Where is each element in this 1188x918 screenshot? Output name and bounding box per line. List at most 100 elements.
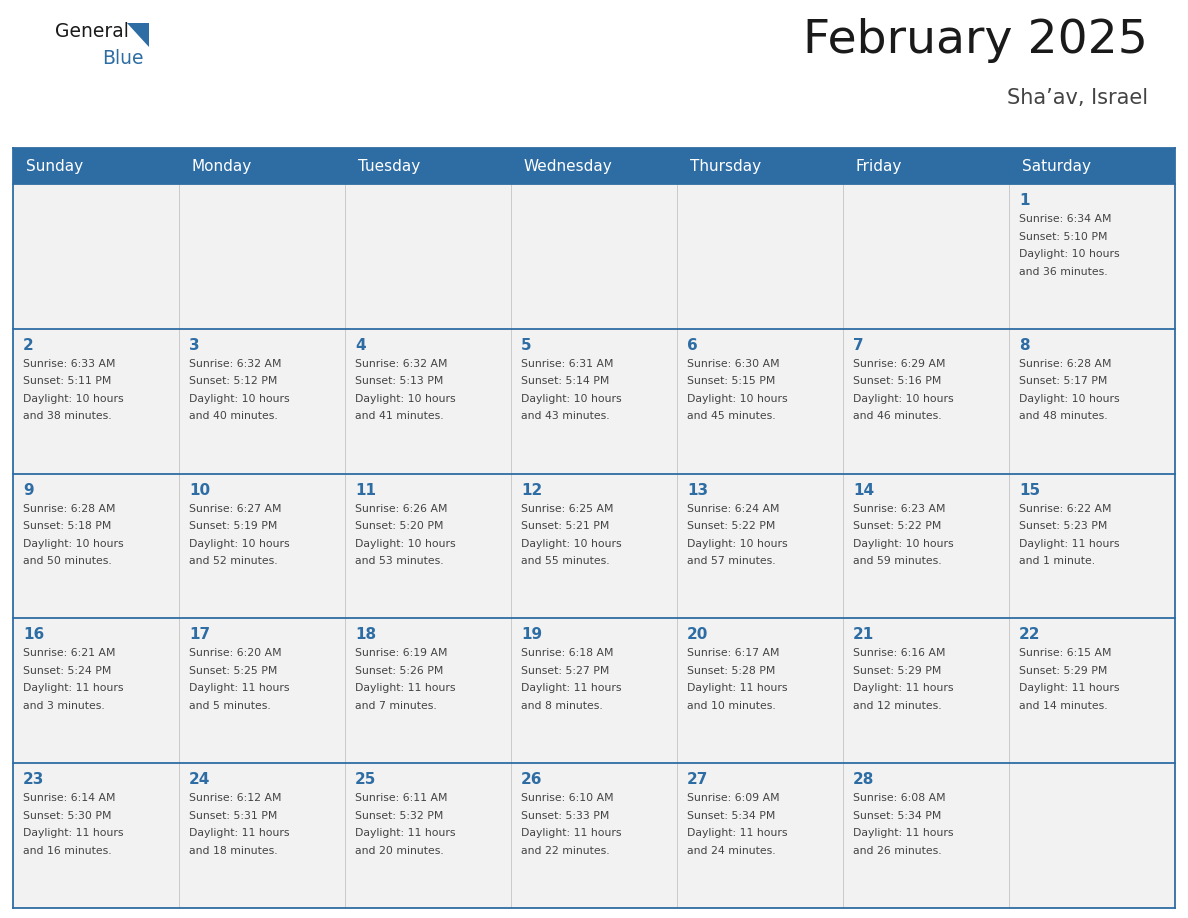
Text: and 10 minutes.: and 10 minutes. — [687, 701, 776, 711]
Text: and 52 minutes.: and 52 minutes. — [189, 556, 278, 566]
Text: and 57 minutes.: and 57 minutes. — [687, 556, 776, 566]
Text: 4: 4 — [355, 338, 366, 353]
Text: and 24 minutes.: and 24 minutes. — [687, 845, 776, 856]
Text: 14: 14 — [853, 483, 874, 498]
Text: Sunrise: 6:12 AM: Sunrise: 6:12 AM — [189, 793, 282, 803]
Text: 1: 1 — [1019, 193, 1030, 208]
Text: and 1 minute.: and 1 minute. — [1019, 556, 1095, 566]
Text: 6: 6 — [687, 338, 697, 353]
Bar — [13, 184, 1175, 329]
Text: and 40 minutes.: and 40 minutes. — [189, 411, 278, 421]
Text: 18: 18 — [355, 627, 377, 643]
Text: Sunrise: 6:18 AM: Sunrise: 6:18 AM — [522, 648, 613, 658]
Text: Sha’av, Israel: Sha’av, Israel — [1007, 88, 1148, 108]
Text: Sunrise: 6:15 AM: Sunrise: 6:15 AM — [1019, 648, 1112, 658]
Text: Sunset: 5:30 PM: Sunset: 5:30 PM — [23, 811, 112, 821]
Text: Sunrise: 6:16 AM: Sunrise: 6:16 AM — [853, 648, 946, 658]
Text: 22: 22 — [1019, 627, 1041, 643]
Text: and 3 minutes.: and 3 minutes. — [23, 701, 105, 711]
Text: Sunrise: 6:29 AM: Sunrise: 6:29 AM — [853, 359, 946, 369]
Text: Thursday: Thursday — [690, 159, 762, 174]
Text: Daylight: 10 hours: Daylight: 10 hours — [853, 394, 954, 404]
Text: Sunrise: 6:32 AM: Sunrise: 6:32 AM — [189, 359, 282, 369]
Text: 9: 9 — [23, 483, 33, 498]
Text: Sunrise: 6:14 AM: Sunrise: 6:14 AM — [23, 793, 115, 803]
Text: Sunset: 5:14 PM: Sunset: 5:14 PM — [522, 376, 609, 386]
Text: Daylight: 11 hours: Daylight: 11 hours — [522, 683, 621, 693]
Text: Sunset: 5:29 PM: Sunset: 5:29 PM — [1019, 666, 1107, 676]
Text: Daylight: 11 hours: Daylight: 11 hours — [687, 828, 788, 838]
Text: Tuesday: Tuesday — [358, 159, 421, 174]
Text: Sunset: 5:32 PM: Sunset: 5:32 PM — [355, 811, 443, 821]
Text: 27: 27 — [687, 772, 708, 788]
Text: and 20 minutes.: and 20 minutes. — [355, 845, 444, 856]
Text: Daylight: 10 hours: Daylight: 10 hours — [189, 539, 290, 549]
Text: Sunrise: 6:24 AM: Sunrise: 6:24 AM — [687, 504, 779, 513]
Text: 7: 7 — [853, 338, 864, 353]
Text: Sunset: 5:10 PM: Sunset: 5:10 PM — [1019, 231, 1107, 241]
Text: Sunset: 5:17 PM: Sunset: 5:17 PM — [1019, 376, 1107, 386]
Text: Daylight: 11 hours: Daylight: 11 hours — [853, 683, 954, 693]
Text: Sunset: 5:18 PM: Sunset: 5:18 PM — [23, 521, 112, 532]
Text: 2: 2 — [23, 338, 33, 353]
Text: Sunset: 5:34 PM: Sunset: 5:34 PM — [687, 811, 776, 821]
Text: Sunrise: 6:32 AM: Sunrise: 6:32 AM — [355, 359, 448, 369]
Text: General: General — [55, 22, 128, 41]
Text: 3: 3 — [189, 338, 200, 353]
Text: Sunset: 5:16 PM: Sunset: 5:16 PM — [853, 376, 941, 386]
Text: Sunset: 5:33 PM: Sunset: 5:33 PM — [522, 811, 609, 821]
Text: and 36 minutes.: and 36 minutes. — [1019, 266, 1107, 276]
Text: Friday: Friday — [857, 159, 903, 174]
Text: and 18 minutes.: and 18 minutes. — [189, 845, 278, 856]
Text: Sunrise: 6:31 AM: Sunrise: 6:31 AM — [522, 359, 613, 369]
Text: and 22 minutes.: and 22 minutes. — [522, 845, 609, 856]
Text: Daylight: 10 hours: Daylight: 10 hours — [23, 539, 124, 549]
Text: Sunday: Sunday — [26, 159, 83, 174]
Text: Daylight: 10 hours: Daylight: 10 hours — [23, 394, 124, 404]
Text: Daylight: 11 hours: Daylight: 11 hours — [23, 683, 124, 693]
Text: Daylight: 11 hours: Daylight: 11 hours — [189, 828, 290, 838]
Text: Sunset: 5:29 PM: Sunset: 5:29 PM — [853, 666, 941, 676]
Text: Sunrise: 6:27 AM: Sunrise: 6:27 AM — [189, 504, 282, 513]
Text: and 45 minutes.: and 45 minutes. — [687, 411, 776, 421]
Text: 23: 23 — [23, 772, 44, 788]
Text: and 26 minutes.: and 26 minutes. — [853, 845, 942, 856]
Text: Sunrise: 6:10 AM: Sunrise: 6:10 AM — [522, 793, 614, 803]
Text: 5: 5 — [522, 338, 531, 353]
Bar — [13, 329, 1175, 474]
Text: Daylight: 10 hours: Daylight: 10 hours — [522, 394, 621, 404]
Text: and 43 minutes.: and 43 minutes. — [522, 411, 609, 421]
Text: Sunset: 5:23 PM: Sunset: 5:23 PM — [1019, 521, 1107, 532]
Text: 16: 16 — [23, 627, 44, 643]
Text: 10: 10 — [189, 483, 210, 498]
Text: 12: 12 — [522, 483, 542, 498]
Text: and 38 minutes.: and 38 minutes. — [23, 411, 112, 421]
Text: Daylight: 11 hours: Daylight: 11 hours — [355, 683, 455, 693]
Text: Sunset: 5:34 PM: Sunset: 5:34 PM — [853, 811, 941, 821]
Text: Sunrise: 6:33 AM: Sunrise: 6:33 AM — [23, 359, 115, 369]
Bar — [13, 148, 1175, 184]
Text: Sunrise: 6:28 AM: Sunrise: 6:28 AM — [1019, 359, 1112, 369]
Bar — [13, 619, 1175, 763]
Text: 26: 26 — [522, 772, 543, 788]
Text: Sunset: 5:25 PM: Sunset: 5:25 PM — [189, 666, 277, 676]
Text: Daylight: 11 hours: Daylight: 11 hours — [189, 683, 290, 693]
Text: Daylight: 10 hours: Daylight: 10 hours — [355, 539, 456, 549]
Text: 24: 24 — [189, 772, 210, 788]
Text: 19: 19 — [522, 627, 542, 643]
Text: Sunrise: 6:20 AM: Sunrise: 6:20 AM — [189, 648, 282, 658]
Text: Sunset: 5:26 PM: Sunset: 5:26 PM — [355, 666, 443, 676]
Text: Daylight: 10 hours: Daylight: 10 hours — [355, 394, 456, 404]
Text: Sunset: 5:13 PM: Sunset: 5:13 PM — [355, 376, 443, 386]
Text: 13: 13 — [687, 483, 708, 498]
Text: Sunrise: 6:08 AM: Sunrise: 6:08 AM — [853, 793, 946, 803]
Text: Sunset: 5:28 PM: Sunset: 5:28 PM — [687, 666, 776, 676]
Text: Daylight: 11 hours: Daylight: 11 hours — [355, 828, 455, 838]
Text: Sunrise: 6:19 AM: Sunrise: 6:19 AM — [355, 648, 448, 658]
Text: Daylight: 10 hours: Daylight: 10 hours — [853, 539, 954, 549]
Text: Sunrise: 6:22 AM: Sunrise: 6:22 AM — [1019, 504, 1112, 513]
Text: and 8 minutes.: and 8 minutes. — [522, 701, 602, 711]
Text: Sunset: 5:21 PM: Sunset: 5:21 PM — [522, 521, 609, 532]
Text: 15: 15 — [1019, 483, 1041, 498]
Text: Sunset: 5:19 PM: Sunset: 5:19 PM — [189, 521, 277, 532]
